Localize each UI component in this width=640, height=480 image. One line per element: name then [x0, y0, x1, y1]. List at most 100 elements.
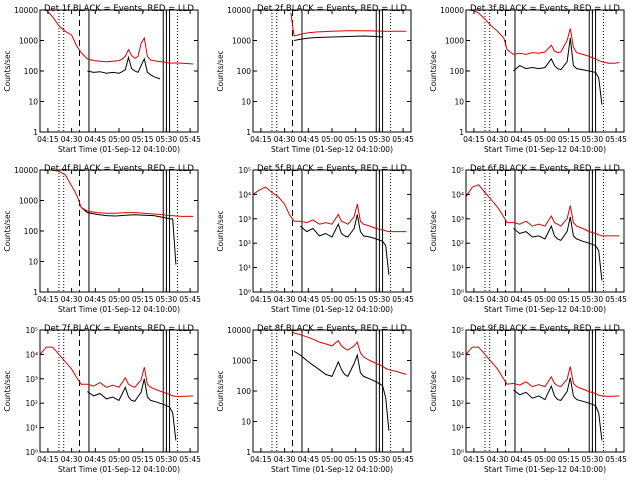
series-events-line — [513, 38, 603, 105]
y-axis-label: Counts/sec — [3, 370, 12, 411]
series-events-line — [293, 35, 383, 41]
y-tick-label: 10000 — [14, 6, 38, 15]
series-events-line — [513, 216, 603, 281]
y-tick-label: 1 — [246, 448, 251, 457]
x-tick-label: 05:00 — [534, 295, 556, 304]
x-tick-label: 04:30 — [487, 455, 509, 464]
x-axis-label: Start Time (01-Sep-12 04:10:00) — [484, 305, 606, 314]
y-tick-label: 10⁴ — [238, 190, 251, 199]
y-tick-label: 1000 — [19, 37, 38, 46]
x-tick-label: 05:45 — [605, 455, 627, 464]
series-events-line — [87, 55, 161, 80]
x-tick-label: 05:30 — [156, 295, 178, 304]
chart-title: Det 7f BLACK = Events, RED = LLD — [44, 324, 194, 334]
y-tick-label: 10³ — [451, 375, 464, 384]
y-tick-label: 10¹ — [451, 424, 464, 433]
x-tick-label: 04:45 — [84, 455, 106, 464]
y-tick-label: 10 — [28, 98, 38, 107]
series-events-line — [300, 214, 390, 275]
x-tick-label: 05:45 — [392, 135, 414, 144]
x-axis-label: Start Time (01-Sep-12 04:10:00) — [484, 145, 606, 154]
x-tick-label: 05:30 — [156, 455, 178, 464]
y-tick-label: 10000 — [227, 6, 251, 15]
y-tick-label: 10² — [451, 239, 464, 248]
y-tick-label: 10000 — [227, 326, 251, 335]
x-tick-label: 05:30 — [582, 455, 604, 464]
y-axis-label: Counts/sec — [429, 210, 438, 251]
series-events-line — [87, 378, 177, 441]
y-axis-label: Counts/sec — [429, 50, 438, 91]
x-tick-label: 05:30 — [369, 295, 391, 304]
y-axis-label: Counts/sec — [3, 210, 12, 251]
x-tick-label: 04:30 — [61, 135, 83, 144]
x-axis-label: Start Time (01-Sep-12 04:10:00) — [271, 145, 393, 154]
x-axis-label: Start Time (01-Sep-12 04:10:00) — [58, 145, 180, 154]
y-axis-label: Counts/sec — [429, 370, 438, 411]
y-tick-label: 10² — [451, 399, 464, 408]
x-tick-label: 05:00 — [108, 455, 130, 464]
x-tick-label: 04:30 — [61, 295, 83, 304]
x-tick-label: 04:45 — [297, 295, 319, 304]
series-lld-line — [290, 12, 407, 37]
x-tick-label: 05:00 — [321, 295, 343, 304]
y-tick-label: 100 — [24, 67, 39, 76]
x-tick-label: 05:15 — [558, 455, 580, 464]
x-tick-label: 05:15 — [345, 455, 367, 464]
x-tick-label: 04:45 — [510, 135, 532, 144]
y-tick-label: 10⁵ — [238, 166, 251, 175]
y-tick-label: 10⁰ — [451, 288, 464, 297]
x-tick-label: 05:15 — [132, 455, 154, 464]
x-tick-label: 05:00 — [108, 295, 130, 304]
x-tick-label: 05:00 — [534, 455, 556, 464]
x-tick-label: 04:15 — [250, 455, 272, 464]
y-tick-label: 10 — [28, 258, 38, 267]
y-tick-label: 10⁰ — [238, 288, 251, 297]
x-tick-label: 05:30 — [369, 135, 391, 144]
y-tick-label: 1000 — [232, 357, 251, 366]
x-tick-label: 05:45 — [605, 295, 627, 304]
y-tick-label: 10 — [241, 98, 251, 107]
y-tick-label: 10⁰ — [451, 448, 464, 457]
x-tick-label: 05:30 — [582, 135, 604, 144]
series-lld-line — [40, 9, 194, 65]
x-axis-label: Start Time (01-Sep-12 04:10:00) — [58, 465, 180, 474]
y-tick-label: 10⁴ — [451, 190, 464, 199]
y-tick-label: 10¹ — [238, 264, 251, 273]
x-tick-label: 04:15 — [463, 135, 485, 144]
series-lld-line — [290, 329, 407, 375]
y-tick-label: 10⁵ — [451, 326, 464, 335]
x-tick-label: 05:45 — [179, 135, 201, 144]
x-tick-label: 05:15 — [345, 295, 367, 304]
x-tick-label: 05:15 — [132, 295, 154, 304]
series-events-line — [513, 377, 603, 441]
x-tick-label: 04:15 — [37, 295, 59, 304]
chart-title: Det 2f BLACK = Events, RED = LLD — [257, 4, 407, 14]
y-tick-label: 10³ — [451, 215, 464, 224]
chart-panel-3: Det 3f BLACK = Events, RED = LLD 04:15 04:… — [429, 4, 627, 154]
x-tick-label: 05:30 — [156, 135, 178, 144]
x-axis-label: Start Time (01-Sep-12 04:10:00) — [271, 465, 393, 474]
series-lld-line — [465, 346, 620, 397]
y-axis-label: Counts/sec — [216, 210, 225, 251]
chart-title: Det 3f BLACK = Events, RED = LLD — [470, 4, 620, 14]
x-tick-label: 04:45 — [297, 135, 319, 144]
x-tick-label: 04:30 — [274, 135, 296, 144]
y-tick-label: 10000 — [14, 166, 38, 175]
y-tick-label: 100 — [450, 67, 465, 76]
y-tick-label: 1 — [33, 128, 38, 137]
x-tick-label: 05:45 — [179, 295, 201, 304]
y-tick-label: 10⁵ — [451, 166, 464, 175]
series-lld-line — [465, 184, 620, 237]
y-tick-label: 10³ — [238, 215, 251, 224]
x-tick-label: 05:45 — [392, 455, 414, 464]
x-tick-label: 05:45 — [392, 295, 414, 304]
x-tick-label: 05:15 — [345, 135, 367, 144]
y-tick-label: 10 — [241, 418, 251, 427]
y-tick-label: 10³ — [25, 375, 38, 384]
